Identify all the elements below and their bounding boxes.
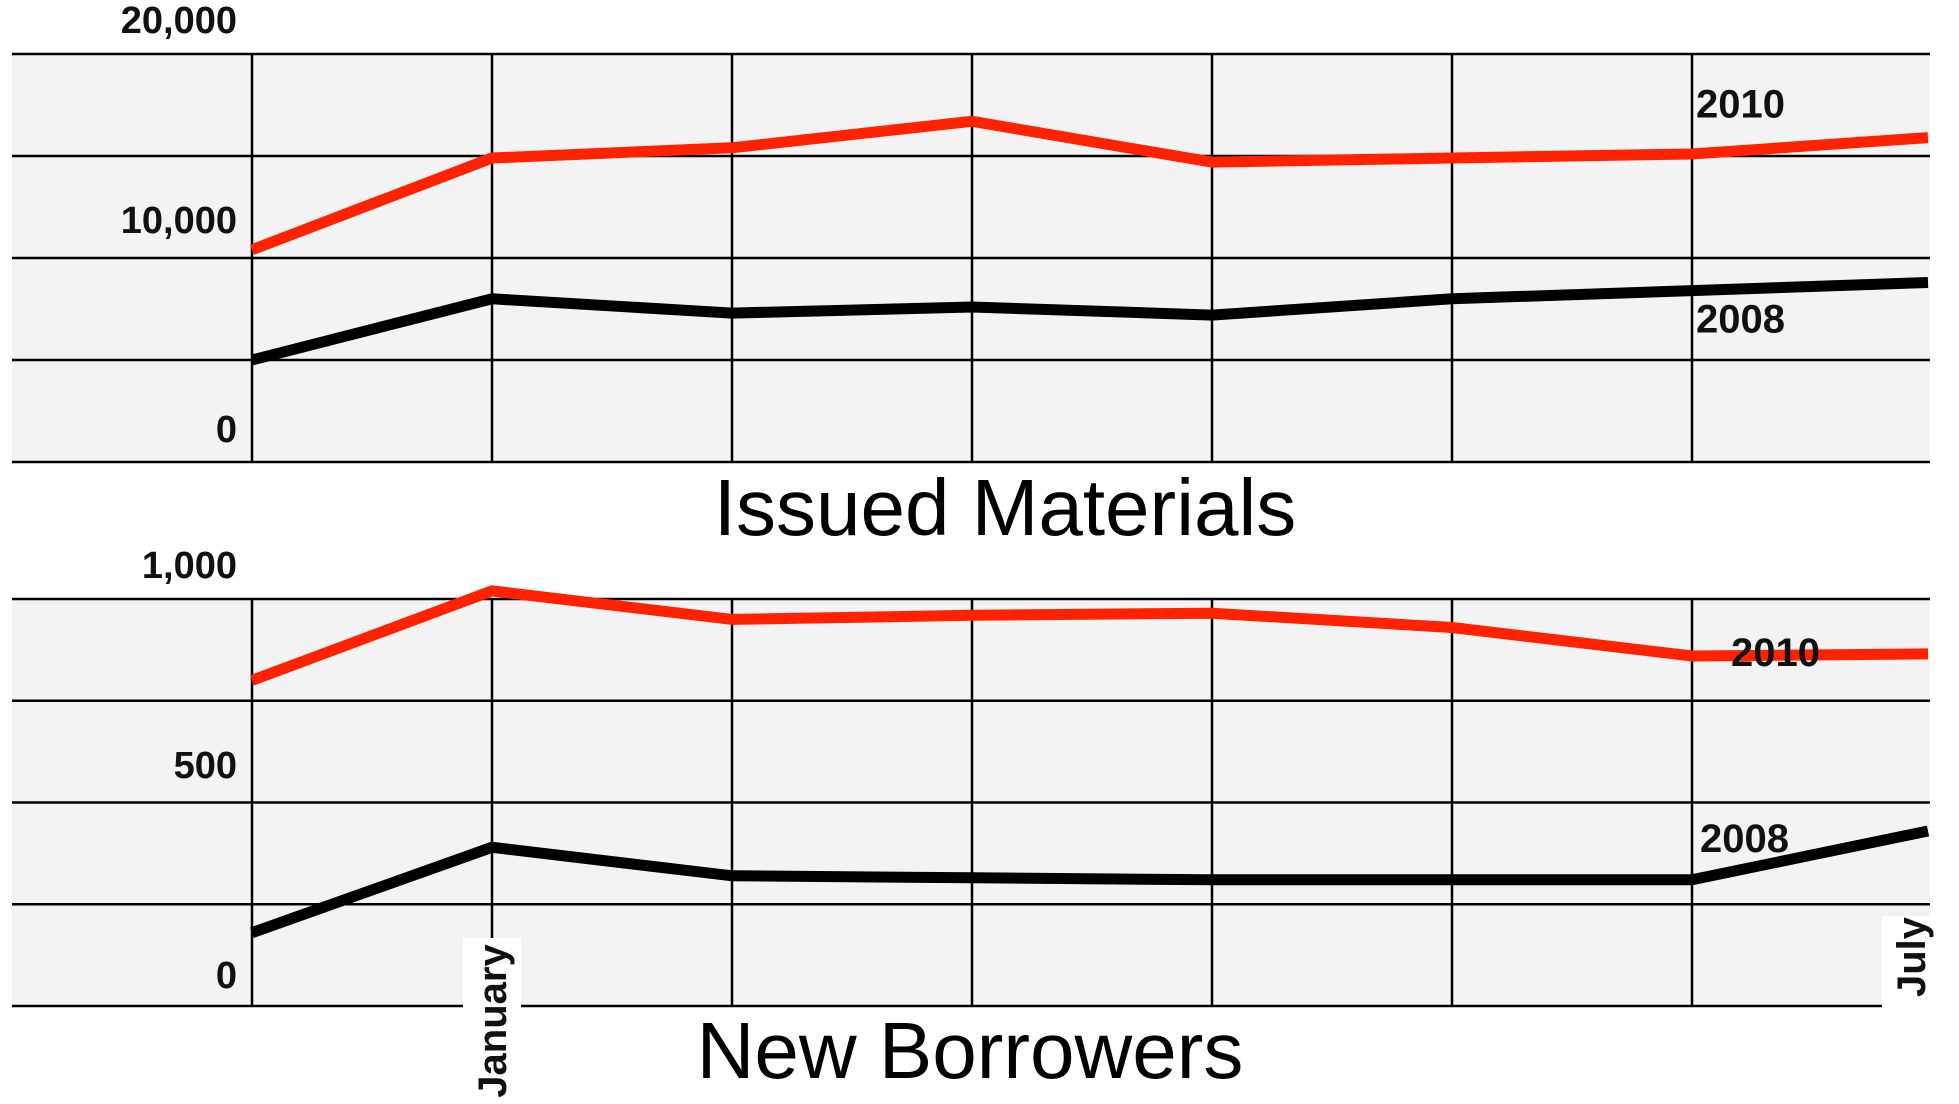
- y-tick-label: 500: [174, 745, 237, 787]
- series-line-2010: [250, 585, 1929, 686]
- x-tick-label: January: [471, 944, 515, 1098]
- y-tick-label: 1,000: [142, 545, 237, 587]
- chart-title: Issued Materials: [714, 463, 1296, 552]
- series-label-2010: 2010: [1731, 631, 1820, 675]
- x-tick-label-background: [1882, 916, 1940, 1026]
- series-label-2010: 2010: [1696, 83, 1785, 127]
- x-tick-label: July: [1890, 916, 1934, 997]
- y-tick-label: 20,000: [121, 0, 237, 42]
- series-line-2008: [250, 825, 1930, 938]
- series-line-2008: [250, 277, 1929, 366]
- y-tick-label: 0: [216, 955, 237, 997]
- y-tick-label: 0: [216, 409, 237, 451]
- series-line-2010: [250, 115, 1929, 255]
- y-tick-label: 10,000: [121, 200, 237, 242]
- series-label-2008: 2008: [1696, 297, 1785, 341]
- chart-title: New Borrowers: [697, 1006, 1244, 1095]
- x-tick-label-background: [463, 938, 521, 1103]
- series-label-2008: 2008: [1700, 817, 1789, 861]
